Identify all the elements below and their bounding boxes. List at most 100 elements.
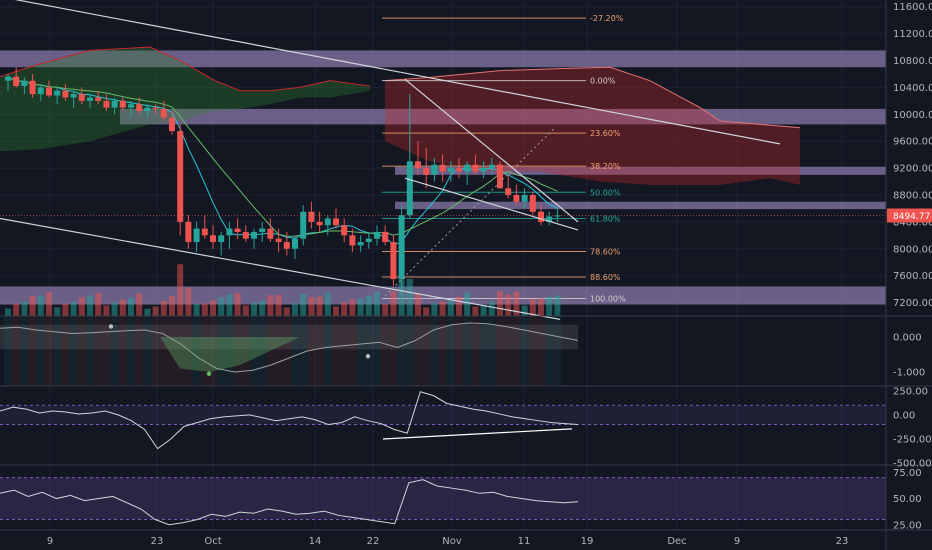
candle-body[interactable] bbox=[521, 194, 528, 202]
candle-body[interactable] bbox=[54, 90, 61, 96]
cci-tick-label: 250.00 bbox=[893, 386, 928, 397]
volume-bar bbox=[382, 304, 389, 316]
candle-body[interactable] bbox=[505, 188, 512, 195]
cci-divergence-line[interactable] bbox=[382, 428, 573, 440]
candle-body[interactable] bbox=[308, 211, 315, 222]
volume-bar bbox=[431, 303, 438, 316]
candle-body[interactable] bbox=[251, 231, 257, 239]
candle-body[interactable] bbox=[21, 80, 28, 87]
oscillator-panel[interactable] bbox=[0, 316, 579, 386]
candle-body[interactable] bbox=[201, 228, 208, 236]
candle-body[interactable] bbox=[267, 228, 274, 239]
oscillator-bg-bar bbox=[20, 316, 29, 386]
candle-body[interactable] bbox=[144, 107, 151, 111]
candle-body[interactable] bbox=[46, 87, 52, 96]
candle-body[interactable] bbox=[374, 231, 380, 239]
volume-bar bbox=[62, 303, 69, 316]
candle-body[interactable] bbox=[13, 76, 20, 87]
candle-body[interactable] bbox=[169, 117, 175, 132]
time-axis[interactable]: 9 23 Oct 14 22 Nov 11 19 Dec 9 23 bbox=[47, 536, 849, 547]
candle-body[interactable] bbox=[259, 228, 266, 232]
candle-body[interactable] bbox=[160, 108, 167, 118]
candle-body[interactable] bbox=[415, 161, 421, 169]
candle-body[interactable] bbox=[283, 242, 290, 249]
volume-bar bbox=[423, 307, 430, 316]
candle-body[interactable] bbox=[29, 80, 36, 95]
candle-body[interactable] bbox=[554, 215, 561, 217]
candle-body[interactable] bbox=[128, 104, 134, 108]
wedge-lower-line[interactable] bbox=[404, 177, 579, 231]
candle-body[interactable] bbox=[62, 90, 69, 98]
cloud-span-b bbox=[0, 46, 371, 92]
candle-body[interactable] bbox=[324, 218, 331, 226]
trend-lines[interactable] bbox=[0, 0, 886, 320]
volume-bar bbox=[169, 296, 175, 316]
volume-bar bbox=[415, 293, 421, 316]
candle-body[interactable] bbox=[431, 164, 438, 175]
candles[interactable] bbox=[5, 67, 561, 290]
candle-body[interactable] bbox=[119, 100, 126, 108]
candle-body[interactable] bbox=[406, 161, 413, 216]
candle-body[interactable] bbox=[242, 231, 249, 239]
candle-body[interactable] bbox=[300, 211, 307, 239]
candle-body[interactable] bbox=[513, 194, 520, 202]
candle-body[interactable] bbox=[529, 194, 536, 212]
oscillator-bg-bar bbox=[446, 316, 455, 386]
wedge-upper-line[interactable] bbox=[404, 78, 579, 223]
candle-body[interactable] bbox=[464, 164, 471, 172]
candle-body[interactable] bbox=[87, 97, 93, 101]
candle-body[interactable] bbox=[177, 131, 184, 222]
descending-resistance-line[interactable] bbox=[0, 0, 781, 145]
candle-body[interactable] bbox=[357, 242, 364, 246]
candle-body[interactable] bbox=[185, 221, 192, 243]
candle-body[interactable] bbox=[488, 164, 495, 169]
candle-body[interactable] bbox=[365, 238, 372, 243]
candle-body[interactable] bbox=[456, 168, 462, 172]
volume-bar bbox=[390, 291, 397, 316]
price-axis[interactable]: 11600.00 11200.00 10800.00 10400.00 10000.00… bbox=[893, 2, 932, 531]
candle-body[interactable] bbox=[538, 211, 544, 222]
candle-body[interactable] bbox=[275, 238, 282, 243]
candle-body[interactable] bbox=[316, 221, 323, 226]
rsi-panel[interactable] bbox=[0, 477, 886, 526]
candle-body[interactable] bbox=[439, 164, 446, 172]
candle-body[interactable] bbox=[226, 228, 233, 236]
candle-body[interactable] bbox=[136, 104, 143, 111]
candle-body[interactable] bbox=[341, 225, 348, 236]
candle-body[interactable] bbox=[103, 100, 110, 108]
candle-body[interactable] bbox=[472, 164, 479, 172]
oscillator-bg-bar bbox=[127, 316, 135, 386]
candle-body[interactable] bbox=[193, 228, 200, 243]
candle-body[interactable] bbox=[382, 231, 389, 243]
candle-body[interactable] bbox=[390, 242, 397, 280]
candle-body[interactable] bbox=[447, 168, 454, 172]
oscillator-tick-label: 0.000 bbox=[893, 333, 922, 344]
candle-body[interactable] bbox=[111, 100, 118, 108]
candle-body[interactable] bbox=[349, 235, 356, 246]
candle-body[interactable] bbox=[480, 168, 487, 172]
candle-body[interactable] bbox=[70, 94, 77, 98]
candle-body[interactable] bbox=[218, 235, 225, 243]
candle-body[interactable] bbox=[5, 76, 11, 81]
volume-bar bbox=[251, 302, 257, 316]
candle-body[interactable] bbox=[423, 168, 430, 175]
oscillator-bg-bar bbox=[225, 316, 234, 386]
oscillator-bg-bar bbox=[69, 316, 78, 386]
candle-body[interactable] bbox=[78, 94, 85, 101]
candle-body[interactable] bbox=[292, 238, 298, 249]
candle-body[interactable] bbox=[546, 216, 553, 222]
candle-body[interactable] bbox=[37, 87, 44, 95]
candle-body[interactable] bbox=[398, 215, 405, 280]
candle-body[interactable] bbox=[210, 235, 216, 243]
candle-body[interactable] bbox=[497, 164, 503, 189]
descending-support-line[interactable] bbox=[0, 217, 561, 320]
candle-body[interactable] bbox=[152, 107, 159, 109]
oscillator-bg-bar bbox=[151, 316, 160, 386]
candle-body[interactable] bbox=[95, 97, 102, 101]
candle-body[interactable] bbox=[234, 228, 241, 232]
cci-panel[interactable] bbox=[0, 391, 886, 450]
oscillator-bg-bar bbox=[405, 316, 414, 386]
candle-body[interactable] bbox=[333, 218, 339, 226]
